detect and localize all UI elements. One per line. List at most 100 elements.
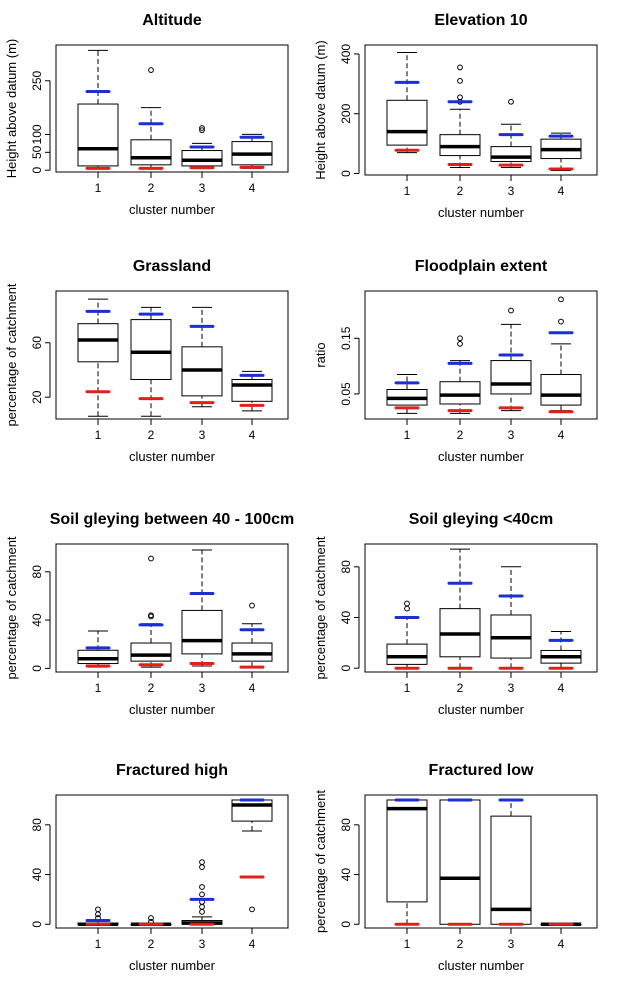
y-tick-label: 80 xyxy=(30,818,44,832)
x-tick-label: 4 xyxy=(558,184,565,198)
box-iqr xyxy=(130,319,172,381)
x-axis-label: cluster number xyxy=(438,702,525,717)
panel-title: Floodplain extent xyxy=(415,258,548,275)
box-cluster-1 xyxy=(386,600,428,670)
box-cluster-3 xyxy=(490,98,532,169)
x-tick-label: 3 xyxy=(508,937,515,951)
x-tick-label: 4 xyxy=(249,181,256,195)
box-cluster-1 xyxy=(77,630,119,668)
box-cluster-3 xyxy=(490,566,532,670)
panel-6: Soil gleying <40cm cluster number percenta… xyxy=(313,511,598,717)
outlier-point xyxy=(148,915,154,921)
y-tick-label: 0 xyxy=(30,921,44,928)
y-axis-label: percentage of catchment xyxy=(4,536,19,679)
x-tick-label: 1 xyxy=(404,428,411,442)
box-cluster-2 xyxy=(130,555,172,668)
panel-title: Soil gleying <40cm xyxy=(409,511,554,528)
x-axis-label: cluster number xyxy=(129,449,216,464)
y-tick-label: 0 xyxy=(339,921,353,928)
y-tick-label: 200 xyxy=(339,103,353,123)
y-axis-label: Height above datum (m) xyxy=(4,39,19,178)
outlier-point xyxy=(199,125,205,131)
x-axis-label: cluster number xyxy=(129,702,216,717)
x-tick-label: 2 xyxy=(457,937,464,951)
outlier-point xyxy=(404,600,410,607)
x-tick-label: 1 xyxy=(95,428,102,442)
plot-frame xyxy=(364,44,598,176)
box-cluster-1 xyxy=(77,49,119,170)
panel-5: Soil gleying between 40 - 100cm cluster n… xyxy=(4,511,294,717)
box-iqr xyxy=(77,649,119,665)
y-tick-label: 0 xyxy=(339,665,353,672)
outlier-point xyxy=(199,903,205,910)
panel-4: Floodplain extent cluster number ratio 1 2 3 4… xyxy=(313,258,598,464)
x-tick-label: 2 xyxy=(148,181,155,195)
y-tick-label: 0 xyxy=(30,167,44,174)
x-tick-label: 4 xyxy=(249,428,256,442)
outlier-point xyxy=(199,891,205,898)
box-iqr xyxy=(540,373,582,406)
box-cluster-1 xyxy=(386,798,428,926)
x-axis-label: cluster number xyxy=(129,958,216,973)
box-iqr xyxy=(181,150,223,167)
panel-title: Fractured high xyxy=(116,762,228,779)
y-axis-label: ratio xyxy=(313,342,328,367)
box-iqr xyxy=(231,799,273,822)
box-cluster-1 xyxy=(77,906,119,927)
y-tick-label: 0.15 xyxy=(339,326,353,350)
x-tick-label: 4 xyxy=(558,937,565,951)
x-tick-label: 3 xyxy=(199,428,206,442)
y-tick-label: 0 xyxy=(339,170,353,177)
x-tick-label: 3 xyxy=(508,681,515,695)
x-tick-label: 2 xyxy=(148,937,155,951)
box-cluster-3 xyxy=(181,125,223,170)
box-cluster-2 xyxy=(130,915,172,927)
outlier-point xyxy=(148,612,154,619)
outlier-point xyxy=(148,67,154,73)
x-tick-label: 1 xyxy=(95,681,102,695)
box-cluster-3 xyxy=(181,859,223,926)
panel-title: Soil gleying between 40 - 100cm xyxy=(50,511,295,528)
box-cluster-3 xyxy=(490,307,532,412)
x-tick-label: 2 xyxy=(148,428,155,442)
outlier-point xyxy=(457,335,463,342)
box-cluster-1 xyxy=(386,51,428,154)
box-iqr xyxy=(386,99,428,146)
box-cluster-2 xyxy=(439,798,481,926)
plot-frame xyxy=(55,543,289,673)
plot-frame xyxy=(364,794,598,929)
y-tick-label: 80 xyxy=(339,560,353,574)
x-axis-label: cluster number xyxy=(129,202,216,217)
box-iqr xyxy=(77,323,119,363)
panel-title: Fractured low xyxy=(429,762,534,779)
outlier-point xyxy=(249,602,255,609)
x-tick-label: 2 xyxy=(148,681,155,695)
box-cluster-1 xyxy=(386,373,428,414)
box-iqr xyxy=(386,643,428,665)
box-cluster-2 xyxy=(439,548,481,670)
outlier-point xyxy=(95,906,101,913)
x-tick-label: 2 xyxy=(457,428,464,442)
y-tick-label: 80 xyxy=(339,818,353,832)
plot-frame xyxy=(55,44,289,173)
outlier-point xyxy=(558,296,564,303)
box-iqr xyxy=(181,609,223,655)
box-cluster-4 xyxy=(540,296,582,414)
x-tick-label: 2 xyxy=(457,184,464,198)
x-tick-label: 1 xyxy=(95,937,102,951)
panel-title: Elevation 10 xyxy=(434,12,527,29)
x-axis-label: cluster number xyxy=(438,205,525,220)
box-cluster-4 xyxy=(231,133,273,169)
x-tick-label: 4 xyxy=(558,681,565,695)
plot-frame xyxy=(364,290,598,420)
plot-frame xyxy=(55,290,289,420)
x-axis-label: cluster number xyxy=(438,958,525,973)
box-cluster-4 xyxy=(540,630,582,670)
panel-title: Grassland xyxy=(133,258,211,275)
y-tick-label: 40 xyxy=(339,868,353,882)
box-iqr xyxy=(439,799,481,925)
outlier-point xyxy=(199,859,205,866)
box-iqr xyxy=(386,799,428,903)
